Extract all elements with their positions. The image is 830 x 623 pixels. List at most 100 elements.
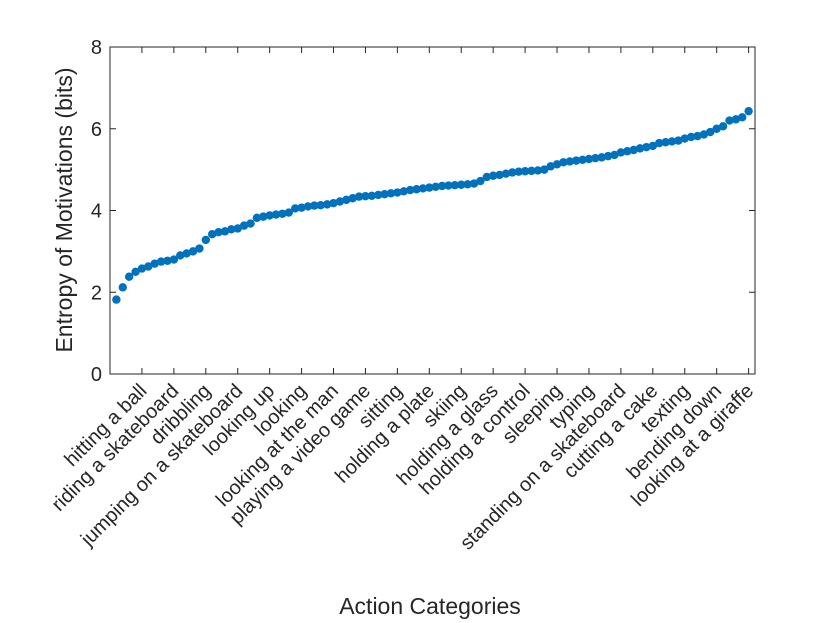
x-axis-title: Action Categories: [339, 593, 521, 619]
data-point: [520, 167, 530, 176]
data-point: [623, 147, 632, 156]
data-point: [418, 184, 428, 193]
data-point: [552, 160, 562, 169]
data-point: [591, 153, 600, 163]
data-point: [571, 156, 581, 165]
data-point: [425, 183, 434, 192]
data-point: [469, 179, 479, 188]
data-point: [297, 203, 306, 212]
y-axis: 0 2 4 6 8: [91, 37, 755, 386]
data-point: [463, 180, 472, 189]
data-point: [380, 189, 389, 199]
data-point: [674, 136, 683, 145]
data-point: [342, 195, 351, 205]
data-point: [252, 213, 262, 223]
data-point: [367, 191, 377, 200]
data-point: [457, 180, 466, 189]
data-point: [533, 166, 543, 175]
data-point: [738, 113, 747, 122]
data-point: [501, 169, 511, 178]
data-point: [265, 211, 274, 220]
data-point: [393, 188, 402, 197]
y-axis-title: Entropy of Motivations (bits): [51, 67, 77, 352]
data-point: [450, 180, 460, 190]
data-point: [508, 168, 517, 177]
data-point: [667, 137, 677, 146]
data-point: [271, 210, 281, 219]
data-point: [354, 192, 364, 201]
y-tick-label: 6: [91, 119, 102, 141]
data-point: [303, 202, 313, 211]
data-point: [284, 208, 294, 217]
data-point: [616, 148, 626, 157]
data-point: [156, 257, 166, 266]
data-point: [182, 249, 191, 258]
data-point: [227, 225, 236, 234]
data-point: [386, 189, 396, 198]
data-point: [188, 247, 198, 256]
data-point: [329, 198, 338, 208]
data-point: [137, 264, 147, 273]
data-point: [648, 141, 658, 151]
data-point: [437, 181, 447, 191]
data-point: [259, 212, 268, 221]
y-tick-label: 4: [91, 201, 102, 223]
data-point: [444, 181, 453, 190]
data-point: [476, 176, 485, 186]
data-point: [527, 166, 536, 176]
data-point: [629, 145, 638, 155]
data-point: [405, 185, 415, 195]
data-point: [635, 144, 645, 153]
data-points: [112, 106, 753, 304]
data-point: [144, 262, 153, 271]
y-tick-label: 0: [91, 364, 102, 386]
data-point: [482, 172, 491, 182]
data-point: [712, 124, 721, 133]
data-point: [680, 134, 689, 143]
data-point: [374, 190, 383, 200]
data-point: [163, 256, 172, 265]
data-point: [335, 197, 345, 206]
data-point: [744, 106, 753, 116]
data-point: [540, 165, 549, 174]
data-point: [201, 235, 210, 245]
data-point: [603, 151, 613, 161]
data-point: [131, 267, 140, 277]
data-point: [699, 130, 709, 139]
data-point: [239, 221, 249, 230]
data-point: [118, 283, 127, 292]
data-point: [195, 244, 204, 253]
data-point: [725, 116, 734, 125]
data-point: [207, 230, 217, 239]
data-point: [488, 171, 498, 180]
data-point: [176, 251, 185, 260]
y-tick-label: 8: [91, 37, 102, 59]
data-point: [246, 219, 255, 228]
data-point: [731, 115, 741, 124]
data-point: [150, 259, 159, 268]
data-point: [706, 127, 715, 137]
data-point: [610, 150, 619, 160]
data-point: [559, 158, 568, 167]
data-point: [112, 295, 121, 304]
data-point: [578, 155, 587, 165]
data-point: [565, 157, 575, 166]
data-point: [399, 187, 408, 196]
data-point: [290, 204, 300, 213]
data-point: [310, 201, 319, 210]
data-point: [316, 200, 325, 210]
data-point: [642, 142, 651, 152]
data-point: [584, 154, 594, 164]
data-point: [214, 227, 223, 237]
data-point: [686, 132, 696, 142]
plot-area: [110, 47, 755, 374]
data-point: [169, 255, 179, 264]
data-point: [431, 182, 440, 191]
data-point: [495, 170, 504, 180]
data-point: [693, 131, 702, 141]
data-point: [278, 209, 287, 218]
y-tick-label: 2: [91, 282, 102, 304]
data-point: [546, 162, 555, 171]
data-point: [124, 272, 134, 281]
